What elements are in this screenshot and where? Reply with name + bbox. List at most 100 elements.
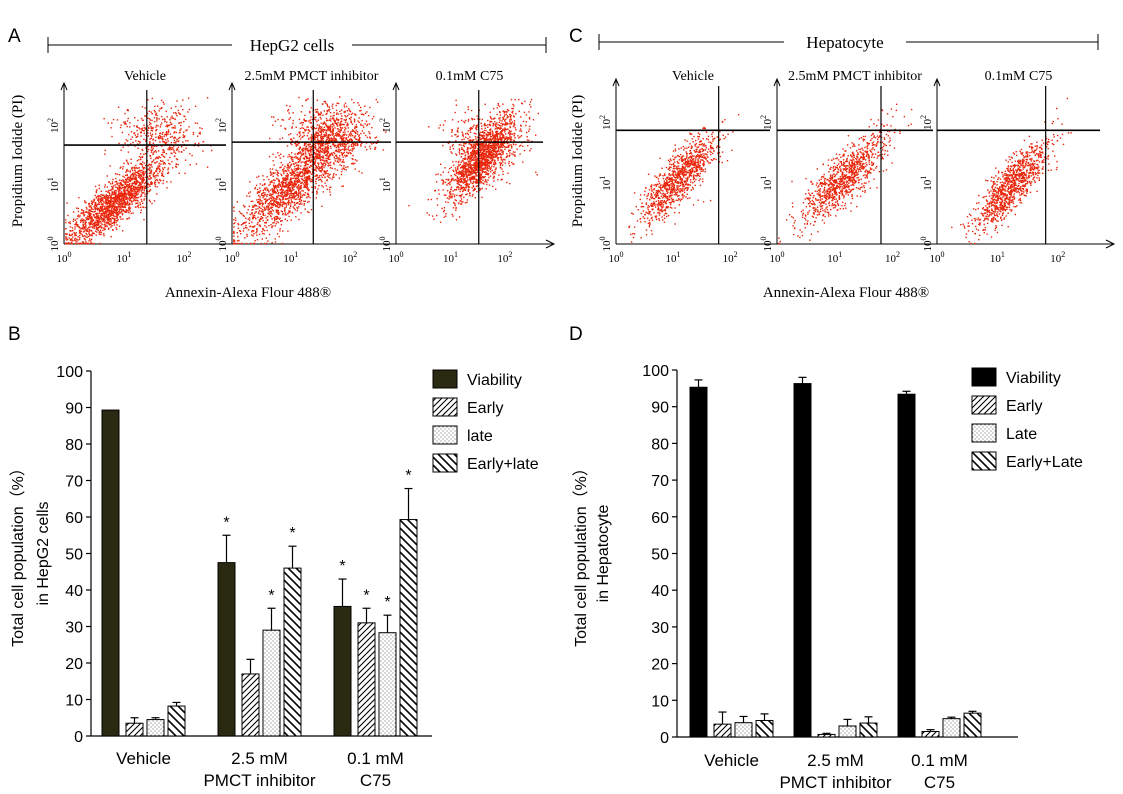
- flow-point: [291, 170, 293, 172]
- flow-point: [351, 135, 354, 137]
- flow-point: [140, 175, 142, 178]
- flow-point: [134, 199, 136, 202]
- flow-point: [506, 123, 508, 125]
- flow-point: [128, 192, 131, 194]
- flow-point: [151, 130, 154, 132]
- flow-point: [306, 180, 308, 182]
- flow-point: [141, 148, 143, 151]
- flow-point: [298, 148, 301, 151]
- flow-point: [326, 142, 329, 145]
- flow-point: [326, 157, 329, 159]
- flow-point: [336, 132, 338, 134]
- flow-point: [322, 159, 325, 161]
- flow-point: [283, 191, 285, 194]
- flow-point: [138, 127, 140, 129]
- flow-point: [369, 137, 371, 139]
- flow-point: [121, 187, 124, 189]
- flow-point: [301, 194, 304, 197]
- flow-point: [128, 212, 130, 214]
- flow-point: [255, 232, 257, 234]
- flow-point: [338, 124, 341, 126]
- flow-point: [245, 217, 247, 219]
- flow-point: [355, 114, 357, 116]
- flow-point: [315, 136, 317, 138]
- flow-point: [495, 144, 497, 146]
- flow-point: [93, 211, 96, 213]
- flow-point: [84, 235, 86, 237]
- flow-point: [258, 201, 260, 203]
- flow-y-tick: 100: [46, 237, 61, 252]
- flow-point: [287, 156, 289, 158]
- flow-point: [70, 241, 73, 243]
- flow-point: [465, 182, 468, 185]
- flow-point: [461, 193, 463, 196]
- flow-point: [236, 232, 238, 234]
- flow-point: [323, 133, 325, 136]
- flow-point: [346, 110, 349, 112]
- flow-point: [297, 196, 299, 198]
- flow-point: [305, 149, 307, 151]
- flow-point: [523, 111, 526, 114]
- flow-point: [476, 171, 479, 173]
- flow-point: [164, 119, 166, 121]
- flow-point: [455, 169, 457, 171]
- flow-point: [325, 172, 328, 175]
- flow-point: [310, 160, 312, 162]
- flow-point: [111, 214, 113, 217]
- flow-point: [322, 149, 325, 152]
- flow-point: [333, 135, 335, 137]
- flow-point: [276, 170, 279, 172]
- flow-point: [291, 127, 293, 129]
- flow-point: [167, 171, 170, 174]
- flow-point: [270, 200, 272, 202]
- flow-point: [299, 122, 301, 124]
- flow-point: [467, 173, 470, 176]
- flow-point: [286, 164, 289, 166]
- flow-point: [110, 201, 112, 203]
- flow-point: [472, 186, 475, 188]
- flow-point: [133, 175, 135, 177]
- flow-point: [263, 206, 265, 208]
- flow-point: [467, 179, 469, 181]
- flow-point: [120, 191, 123, 193]
- flow-point: [503, 115, 505, 118]
- flow-point: [149, 174, 151, 177]
- flow-point: [151, 161, 153, 163]
- flow-point: [285, 177, 288, 179]
- flow-point: [284, 127, 286, 129]
- flow-point: [85, 206, 88, 209]
- flow-point: [273, 220, 276, 222]
- flow-point: [114, 184, 116, 186]
- flow-point: [74, 233, 76, 235]
- flow-point: [127, 202, 129, 204]
- flow-point: [363, 132, 365, 134]
- flow-point: [264, 207, 266, 210]
- flow-point: [102, 208, 104, 211]
- flow-point: [316, 131, 318, 134]
- flow-point: [321, 139, 323, 141]
- flow-point: [112, 204, 115, 206]
- flow-point: [251, 209, 253, 211]
- flow-point: [337, 102, 340, 105]
- flow-point: [147, 135, 150, 137]
- flow-point: [170, 148, 173, 151]
- flow-point: [308, 158, 311, 160]
- flow-point: [149, 185, 151, 187]
- flow-point: [316, 174, 318, 176]
- flow-point: [297, 157, 299, 159]
- flow-point: [475, 155, 477, 158]
- flow-point: [365, 142, 368, 144]
- flow-point: [298, 164, 300, 166]
- flow-point: [321, 205, 323, 207]
- flow-point: [174, 118, 176, 121]
- flow-point: [303, 158, 305, 160]
- flow-point: [265, 242, 268, 245]
- flow-point: [92, 208, 94, 210]
- flow-point: [315, 155, 317, 157]
- flow-point: [472, 180, 475, 183]
- flow-point: [263, 179, 265, 181]
- flow-point: [116, 220, 118, 222]
- flow-point: [150, 182, 152, 184]
- flow-point: [464, 171, 467, 174]
- flow-point: [82, 231, 85, 233]
